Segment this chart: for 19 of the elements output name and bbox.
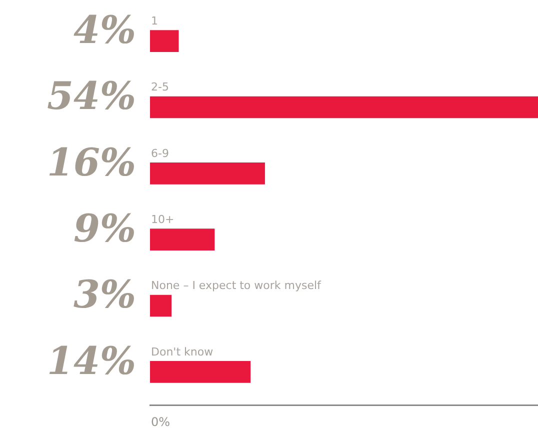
y-tick-label: 2-5 xyxy=(151,80,169,94)
data-label: 14% xyxy=(47,338,136,383)
bar xyxy=(150,294,172,317)
y-tick-label: 6-9 xyxy=(151,146,169,160)
data-label: 54% xyxy=(47,73,136,118)
bar xyxy=(150,30,179,52)
text: 0% xyxy=(151,415,170,430)
data-label: 4% xyxy=(73,6,136,52)
y-tick-label: 1 xyxy=(151,14,158,28)
data-label: 16% xyxy=(47,139,136,184)
bar xyxy=(150,96,538,118)
y-tick-label: Don't know xyxy=(151,345,214,358)
data-label: 9% xyxy=(73,205,136,250)
data-label: 3% xyxy=(73,272,136,317)
y-tick-label: 10+ xyxy=(151,213,174,226)
bar xyxy=(150,228,215,250)
bar xyxy=(150,162,265,184)
y-tick-label: None – I expect to work myself xyxy=(151,279,322,292)
bar xyxy=(150,361,251,383)
